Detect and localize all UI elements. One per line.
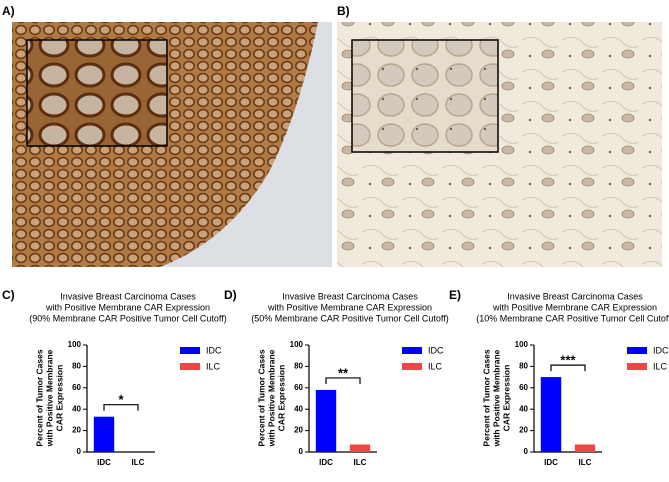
bar [540,377,562,452]
bar [574,444,596,452]
x-tick-label: IDC [319,458,333,467]
chart-title: Invasive Breast Carcinoma Cases [282,291,418,301]
chart-title: with Positive Membrane CAR Expression [492,302,657,312]
y-tick-label: 60 [72,383,81,392]
y-tick-label: 40 [294,404,303,413]
y-axis-label: CAR Expression [501,365,511,432]
y-axis-label: with Positive Membrane [266,349,276,447]
y-tick-label: 0 [524,447,529,456]
panel-label: B) [337,4,350,18]
significance-bracket [550,364,586,372]
legend-label: IDC [653,345,669,355]
y-tick-label: 20 [72,426,81,435]
y-tick-label: 60 [519,383,528,392]
y-axis-label: Percent of Tumor Cases [34,349,44,446]
significance-label: ** [338,365,349,380]
y-axis-label: CAR Expression [54,365,64,432]
significance-label: *** [560,353,576,368]
x-tick-label: IDC [544,458,558,467]
legend-swatch [402,347,422,354]
legend-label: ILC [428,361,443,371]
chart-title: with Positive Membrane CAR Expression [45,302,210,312]
chart-title: Invasive Breast Carcinoma Cases [507,291,643,301]
y-tick-label: 40 [72,404,81,413]
x-tick-label: ILC [354,458,367,467]
legend-swatch [627,363,647,370]
chart-title: (50% Membrane CAR Positive Tumor Cell Cu… [251,313,448,323]
y-tick-label: 40 [519,404,528,413]
chart-title: Invasive Breast Carcinoma Cases [60,291,196,301]
significance-bracket [103,404,139,411]
legend-swatch [627,347,647,354]
bar [93,416,115,452]
y-tick-label: 100 [68,340,82,349]
y-tick-label: 80 [519,362,528,371]
legend-swatch [180,347,200,354]
legend-label: IDC [206,345,222,355]
chart-title: with Positive Membrane CAR Expression [267,302,432,312]
x-tick-label: ILC [579,458,592,467]
bar [315,389,337,452]
y-tick-label: 100 [290,340,304,349]
inset [351,39,499,153]
y-tick-label: 80 [294,362,303,371]
bar [349,444,371,452]
inset [26,39,168,147]
panel-label: E) [449,288,461,302]
y-tick-label: 60 [294,383,303,392]
x-tick-label: ILC [132,458,145,467]
y-tick-label: 0 [77,447,82,456]
legend-label: ILC [653,361,668,371]
y-axis-label: CAR Expression [276,365,286,432]
legend-swatch [402,363,422,370]
x-tick-label: IDC [97,458,111,467]
y-tick-label: 20 [519,426,528,435]
y-axis-label: with Positive Membrane [44,349,54,447]
y-tick-label: 80 [72,362,81,371]
y-axis-label: Percent of Tumor Cases [256,349,266,446]
y-axis-label: with Positive Membrane [491,349,501,447]
y-tick-label: 20 [294,426,303,435]
panel-label: C) [2,288,15,302]
significance-bracket [325,377,361,384]
legend-swatch [180,363,200,370]
panel-label: A) [2,4,15,18]
y-axis-label: Percent of Tumor Cases [481,349,491,446]
y-tick-label: 100 [515,340,529,349]
significance-label: * [118,392,124,407]
y-tick-label: 0 [299,447,304,456]
legend-label: ILC [206,361,221,371]
chart-title: (10% Membrane CAR Positive Tumor Cell Cu… [476,313,669,323]
panel-label: D) [224,288,237,302]
chart-title: (90% Membrane CAR Positive Tumor Cell Cu… [29,313,226,323]
legend-label: IDC [428,345,444,355]
